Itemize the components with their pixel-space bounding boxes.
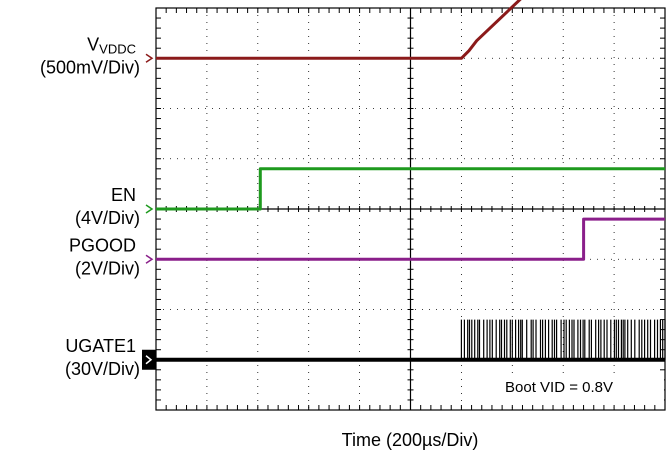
en-trace bbox=[156, 167, 665, 211]
annotation-box bbox=[497, 373, 664, 401]
vvddc-scale-label: (500mV/Div) bbox=[40, 57, 140, 77]
pgood-trace bbox=[156, 217, 665, 261]
ugate1-ground-marker bbox=[142, 349, 156, 370]
x-axis-label: Time (200µs/Div) bbox=[342, 430, 479, 450]
vvddc-ground-marker bbox=[145, 53, 154, 63]
vvddc-label: VVDDC bbox=[87, 34, 136, 56]
boot-vid-annotation: Boot VID = 0.8V bbox=[505, 379, 613, 396]
vvddc-label-subscript: VDDC bbox=[99, 41, 136, 56]
traces bbox=[156, 0, 666, 362]
en-scale-label: (4V/Div) bbox=[75, 208, 140, 228]
ugate1-ground-marker-arrow bbox=[145, 355, 153, 365]
pgood-scale-label: (2V/Div) bbox=[75, 258, 140, 278]
channel-labels: VVDDC(500mV/Div) EN (4V/Div) PGOOD (2V/Div) U… bbox=[40, 34, 156, 379]
pgood-ground-marker bbox=[145, 254, 154, 264]
en-ground-marker bbox=[145, 204, 154, 214]
pgood-label: PGOOD bbox=[69, 235, 136, 255]
ugate1-scale-label: (30V/Div) bbox=[65, 359, 140, 379]
en-label: EN bbox=[111, 185, 136, 205]
vvddc-trace bbox=[156, 0, 522, 60]
ugate1-switching-pulses bbox=[460, 319, 666, 360]
ugate1-label: UGATE1 bbox=[65, 336, 136, 356]
